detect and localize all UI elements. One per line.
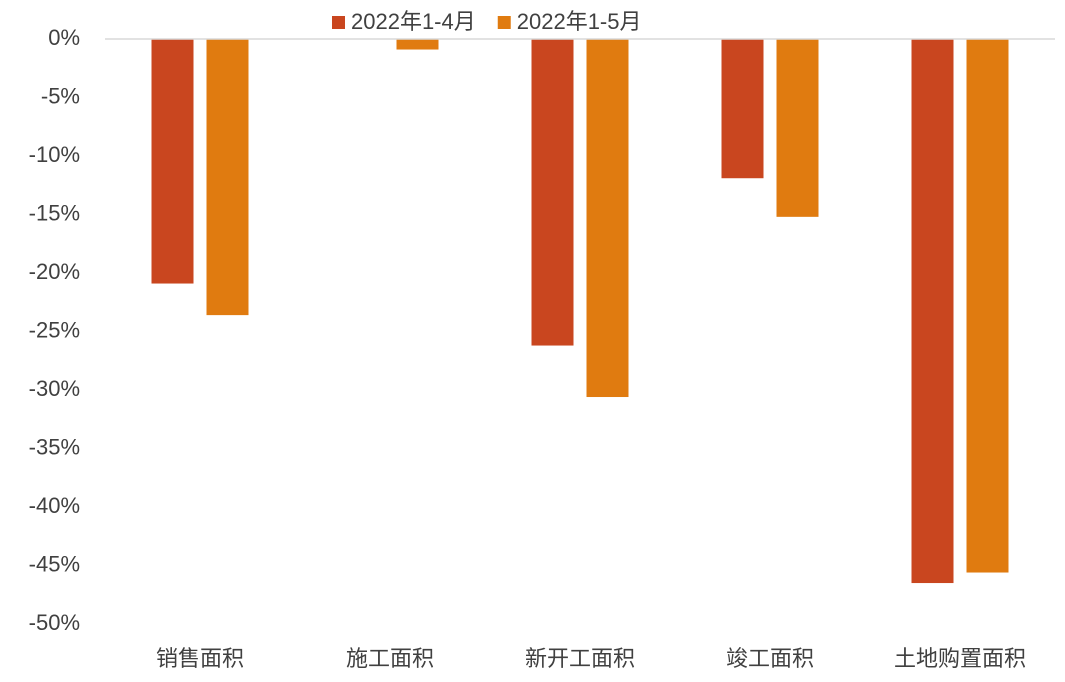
legend-label: 2022年1-4月 — [351, 9, 476, 34]
bar — [206, 39, 249, 316]
y-tick-label: 0% — [48, 25, 80, 50]
y-tick-label: -25% — [29, 317, 80, 342]
y-tick-label: -45% — [29, 551, 80, 576]
x-tick-label: 施工面积 — [346, 646, 434, 671]
bar — [586, 39, 629, 398]
bar — [966, 39, 1009, 573]
bar — [396, 39, 439, 50]
legend-swatch — [497, 16, 511, 29]
y-tick-label: -35% — [29, 434, 80, 459]
y-tick-label: -15% — [29, 200, 80, 225]
y-tick-label: -5% — [41, 83, 80, 108]
y-tick-label: -10% — [29, 142, 80, 167]
x-tick-label: 新开工面积 — [525, 646, 635, 671]
bar — [151, 39, 194, 284]
bar — [721, 39, 764, 179]
x-tick-label: 土地购置面积 — [894, 646, 1026, 671]
y-tick-label: -30% — [29, 376, 80, 401]
y-tick-label: -40% — [29, 493, 80, 518]
y-tick-label: -50% — [29, 610, 80, 635]
bar — [911, 39, 954, 584]
x-tick-label: 竣工面积 — [726, 646, 814, 671]
legend-swatch — [332, 16, 345, 29]
y-tick-label: -20% — [29, 259, 80, 284]
legend-label: 2022年1-5月 — [517, 9, 642, 34]
x-tick-label: 销售面积 — [156, 646, 244, 671]
bar — [776, 39, 819, 217]
bar — [531, 39, 574, 346]
